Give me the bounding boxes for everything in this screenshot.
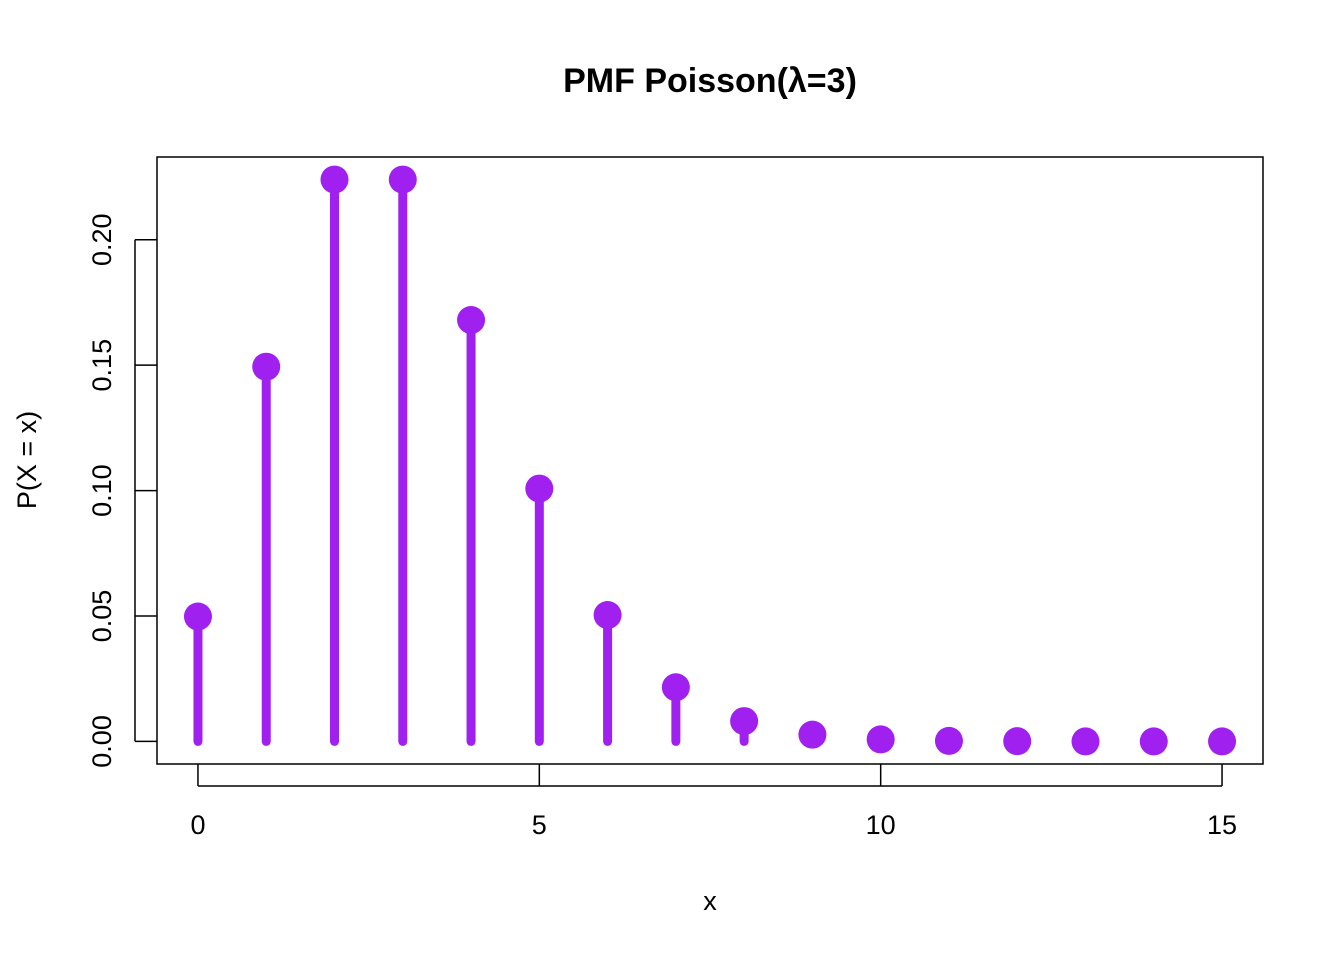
point-5 [525,474,554,503]
point-0 [183,602,212,631]
point-3 [388,165,417,194]
x-tick-label: 0 [190,810,205,840]
points-group [183,165,1237,756]
point-4 [457,306,486,335]
y-axis: 0.00 0.05 0.10 0.15 0.20 [87,213,157,768]
y-tick-label: 0.05 [87,590,117,643]
point-9 [798,720,827,749]
point-11 [934,726,963,755]
point-8 [730,707,759,736]
x-tick-label: 15 [1207,810,1237,840]
point-2 [320,165,349,194]
point-7 [661,673,690,702]
point-13 [1071,727,1100,756]
y-tick-label: 0.00 [87,715,117,768]
y-tick-label: 0.15 [87,339,117,392]
point-14 [1139,727,1168,756]
y-tick-label: 0.10 [87,464,117,517]
y-axis-label: P(X = x) [12,411,42,509]
plot-frame [156,156,1264,765]
stems-group [193,175,1227,746]
point-12 [1003,727,1032,756]
x-tick-label: 5 [532,810,547,840]
point-1 [252,352,281,381]
point-6 [593,601,622,630]
chart-title: PMF Poisson(λ=3) [563,62,857,100]
x-axis: 0 5 10 15 [190,764,1237,840]
point-10 [866,725,895,754]
x-tick-label: 10 [866,810,896,840]
y-tick-label: 0.20 [87,213,117,266]
point-15 [1208,727,1237,756]
x-axis-label: x [703,886,717,916]
